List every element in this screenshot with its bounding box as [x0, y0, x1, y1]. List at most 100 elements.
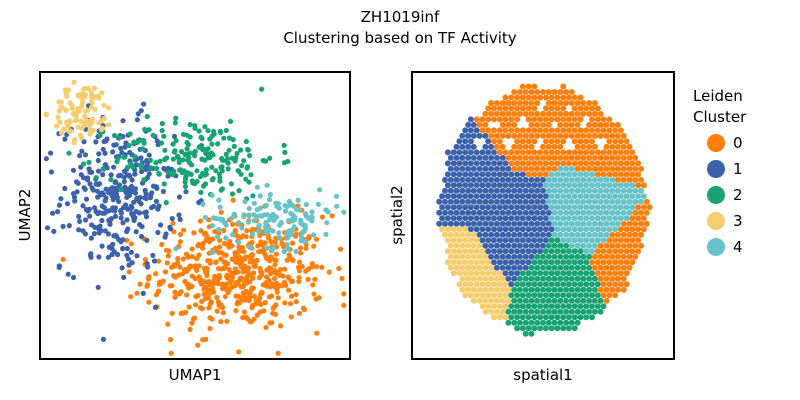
spatial-spot-cluster-1 — [540, 187, 546, 194]
spatial-spot-cluster-1 — [453, 165, 460, 172]
spatial-spot-cluster-4 — [612, 193, 619, 200]
spatial-spot-cluster-1 — [482, 154, 489, 161]
umap-point-cluster-3 — [81, 86, 87, 92]
spatial-spot-cluster-3 — [476, 264, 483, 271]
umap-point-cluster-3 — [59, 130, 65, 136]
umap-point-cluster-2 — [229, 191, 236, 197]
spatial-spot-cluster-3 — [447, 253, 454, 260]
umap-point-cluster-1 — [129, 204, 135, 211]
spatial-spot-cluster-2 — [522, 286, 529, 293]
spatial-spot-cluster-2 — [583, 259, 590, 266]
spatial-spot-cluster-3 — [482, 264, 489, 271]
spatial-spot-cluster-3 — [491, 281, 497, 288]
umap-point-cluster-1 — [116, 198, 122, 205]
umap-point-cluster-2 — [205, 146, 211, 152]
spatial-spot-cluster-2 — [554, 248, 561, 255]
umap-point-cluster-0 — [145, 276, 152, 282]
spatial-spot-cluster-1 — [511, 264, 518, 271]
spatial-spot-cluster-2 — [542, 314, 549, 321]
spatial-spot-cluster-4 — [580, 176, 587, 183]
spatial-spot-cluster-4 — [640, 193, 647, 200]
spatial-spot-cluster-2 — [574, 275, 581, 282]
umap-point-cluster-0 — [269, 320, 275, 326]
spatial-spot-cluster-0 — [568, 89, 575, 95]
spatial-spot-cluster-2 — [516, 286, 523, 293]
umap-point-cluster-1 — [62, 185, 68, 192]
spatial-spot-cluster-0 — [560, 94, 567, 101]
umap-point-cluster-0 — [175, 256, 181, 262]
spatial-spot-cluster-0 — [600, 149, 607, 156]
umap-point-cluster-3 — [63, 90, 69, 96]
spatial-spot-cluster-0 — [586, 121, 593, 128]
spatial-spot-cluster-0 — [612, 160, 619, 167]
spatial-spot-cluster-0 — [597, 286, 604, 293]
spatial-spot-cluster-0 — [505, 154, 512, 161]
spatial-spot-cluster-1 — [502, 248, 509, 255]
spatial-spot-cluster-0 — [505, 132, 512, 139]
spatial-spot-cluster-0 — [522, 110, 529, 117]
spatial-spot-cluster-0 — [586, 154, 593, 161]
umap-point-cluster-0 — [164, 260, 170, 266]
umap-point-cluster-4 — [242, 198, 248, 205]
spatial-spot-cluster-4 — [571, 204, 578, 211]
spatial-spot-cluster-0 — [612, 270, 619, 277]
spatial-spot-cluster-3 — [442, 231, 448, 238]
spatial-spot-cluster-0 — [603, 242, 610, 249]
spatial-spot-cluster-0 — [640, 226, 647, 233]
spatial-spot-cluster-0 — [525, 94, 532, 101]
umap-point-cluster-1 — [70, 274, 77, 281]
spatial-spot-cluster-4 — [551, 220, 558, 227]
umap-point-cluster-0 — [235, 280, 241, 286]
umap-point-cluster-0 — [314, 264, 320, 270]
spatial-spot-cluster-0 — [560, 105, 567, 112]
spatial-spot-cluster-2 — [525, 303, 532, 310]
spatial-spot-cluster-1 — [496, 259, 503, 266]
spatial-spot-cluster-3 — [453, 253, 460, 260]
umap-point-cluster-4 — [295, 197, 301, 203]
spatial-spot-cluster-0 — [617, 149, 624, 156]
spatial-spot-cluster-0 — [531, 116, 538, 123]
spatial-spot-cluster-0 — [635, 204, 642, 211]
spatial-spot-cluster-1 — [496, 204, 503, 211]
spatial-spot-cluster-0 — [609, 121, 616, 128]
spatial-spot-cluster-0 — [534, 154, 541, 161]
spatial-spot-cluster-3 — [453, 264, 460, 271]
umap-point-cluster-0 — [165, 321, 171, 327]
spatial-spot-cluster-1 — [525, 226, 532, 233]
spatial-spot-cluster-0 — [557, 110, 564, 117]
umap-point-cluster-2 — [219, 168, 225, 174]
spatial-spot-cluster-0 — [542, 160, 549, 167]
spatial-spot-cluster-0 — [560, 138, 567, 145]
umap-point-cluster-2 — [209, 164, 215, 170]
umap-point-cluster-3 — [91, 85, 98, 91]
spatial-spot-cluster-4 — [623, 215, 630, 222]
spatial-spot-cluster-1 — [528, 176, 535, 183]
spatial-spot-cluster-0 — [540, 154, 546, 161]
umap-point-cluster-0 — [189, 273, 195, 279]
umap-point-cluster-2 — [223, 127, 229, 134]
umap-plot: UMAP1 UMAP2 — [16, 71, 351, 384]
umap-point-cluster-4 — [218, 217, 224, 223]
umap-point-cluster-2 — [182, 179, 188, 185]
spatial-spot-cluster-1 — [485, 204, 492, 211]
umap-point-cluster-0 — [215, 299, 221, 305]
spatial-spot-cluster-3 — [462, 281, 469, 288]
spatial-spot-cluster-0 — [594, 259, 601, 266]
spatial-spot-cluster-3 — [459, 275, 466, 282]
umap-point-cluster-4 — [216, 197, 222, 203]
spatial-spot-cluster-4 — [565, 182, 572, 189]
spatial-spot-cluster-0 — [491, 116, 497, 123]
spatial-spot-cluster-2 — [514, 281, 521, 288]
spatial-spot-cluster-1 — [444, 149, 451, 156]
spatial-spot-cluster-3 — [488, 297, 495, 304]
umap-point-cluster-3 — [101, 115, 107, 121]
spatial-spot-cluster-0 — [537, 127, 544, 134]
umap-point-cluster-1 — [76, 227, 82, 233]
umap-point-cluster-2 — [285, 158, 291, 165]
spatial-spot-cluster-2 — [551, 253, 558, 260]
spatial-spot-cluster-2 — [580, 308, 587, 315]
spatial-spot-cluster-4 — [580, 231, 587, 238]
spatial-spot-cluster-0 — [603, 297, 610, 304]
spatial-spot-cluster-3 — [479, 270, 486, 277]
spatial-spot-cluster-3 — [493, 275, 500, 282]
